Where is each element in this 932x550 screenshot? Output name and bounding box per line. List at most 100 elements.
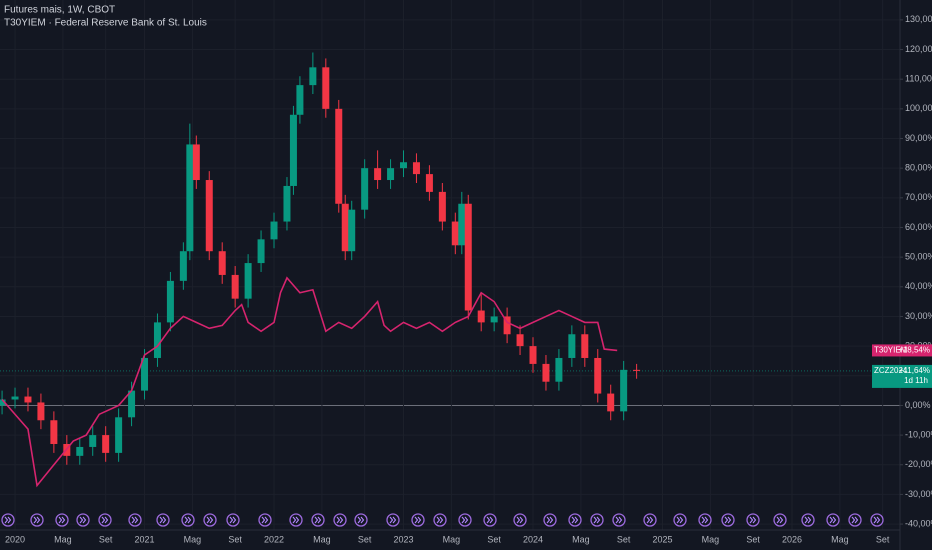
event-icon[interactable] [128,513,142,527]
x-tick-label: Set [617,534,631,544]
event-icon[interactable] [590,513,604,527]
event-icon[interactable] [698,513,712,527]
y-tick-label: 130,00% [905,14,932,24]
candle-body [102,435,110,453]
event-icon[interactable] [848,513,862,527]
event-icon[interactable] [156,513,170,527]
y-tick-label: 70,00% [905,192,932,202]
badge-name: T30YIEM [874,346,908,355]
y-tick-label: 120,00% [905,44,932,54]
event-icon[interactable] [826,513,840,527]
candle-body [477,310,485,323]
x-tick-label: Mag [313,534,331,544]
candle-body [503,316,511,335]
y-tick-label: 110,00% [905,74,932,84]
event-icon[interactable] [226,513,240,527]
event-icon[interactable] [870,513,884,527]
event-icon[interactable] [433,513,447,527]
candle-body [186,144,194,252]
x-tick-label: Set [228,534,242,544]
event-glyph [58,516,66,524]
candle-body [89,435,97,447]
event-icon[interactable] [543,513,557,527]
candle-body [542,363,550,382]
event-icon[interactable] [746,513,760,527]
candle-body [24,396,32,403]
event-glyph [804,516,812,524]
event-icon[interactable] [98,513,112,527]
candle-body [76,446,84,456]
event-glyph [101,516,109,524]
event-icon[interactable] [311,513,325,527]
x-tick-label: 2020 [5,534,25,544]
y-tick-label: -30,00% [905,489,932,499]
event-glyph [615,516,623,524]
axes: 130,00% 120,00% 110,00% 100,00% 90,00% 80,00%… [5,14,932,544]
event-icon[interactable] [181,513,195,527]
event-glyph [516,516,524,524]
candle-body [283,185,291,222]
event-glyph [314,516,322,524]
event-icon[interactable] [568,513,582,527]
y-tick-label: -20,00% [905,459,932,469]
event-icon[interactable] [354,513,368,527]
y-tick-label: -10,00% [905,429,932,439]
event-icon[interactable] [30,513,44,527]
candle-body [218,251,226,275]
candle-body [568,334,576,358]
x-tick-label: Mag [572,534,590,544]
event-icon[interactable] [55,513,69,527]
event-markers [1,513,884,527]
event-glyph [79,516,87,524]
event-icon[interactable] [203,513,217,527]
event-icon[interactable] [411,513,425,527]
candle-body [322,67,330,109]
event-icon[interactable] [333,513,347,527]
event-glyph [389,516,397,524]
x-tick-label: Set [746,534,760,544]
line-series [1,276,618,488]
candle-body [309,67,317,86]
y-tick-label: 100,00% [905,103,932,113]
event-glyph [4,516,12,524]
x-tick-label: Set [876,534,890,544]
candle-body [50,420,58,444]
candle-body [192,144,200,181]
candle-body [438,191,446,222]
x-tick-label: 2022 [264,534,284,544]
event-icon[interactable] [258,513,272,527]
badge-value: +18,54% [898,346,930,355]
event-icon[interactable] [289,513,303,527]
candle-body [205,180,213,252]
event-icon[interactable] [773,513,787,527]
x-tick-label: Mag [831,534,849,544]
candle-body [594,357,602,394]
event-glyph [261,516,269,524]
event-icon[interactable] [721,513,735,527]
event-glyph [461,516,469,524]
candle-body [179,251,187,281]
event-icon[interactable] [612,513,626,527]
x-tick-label: 2021 [135,534,155,544]
x-tick-label: 2024 [523,534,543,544]
event-icon[interactable] [386,513,400,527]
x-tick-label: Mag [443,534,461,544]
event-icon[interactable] [76,513,90,527]
event-glyph [829,516,837,524]
event-icon[interactable] [483,513,497,527]
event-glyph [436,516,444,524]
candle-body [529,346,537,364]
event-icon[interactable] [643,513,657,527]
event-glyph [336,516,344,524]
candle-body [141,357,149,391]
price-badge [872,364,932,388]
candle-body [516,334,524,347]
grid [0,370,900,406]
event-icon[interactable] [801,513,815,527]
event-icon[interactable] [673,513,687,527]
event-icon[interactable] [1,513,15,527]
event-icon[interactable] [513,513,527,527]
event-icon[interactable] [458,513,472,527]
event-glyph [724,516,732,524]
badge-countdown: 1d 11h [904,376,928,385]
